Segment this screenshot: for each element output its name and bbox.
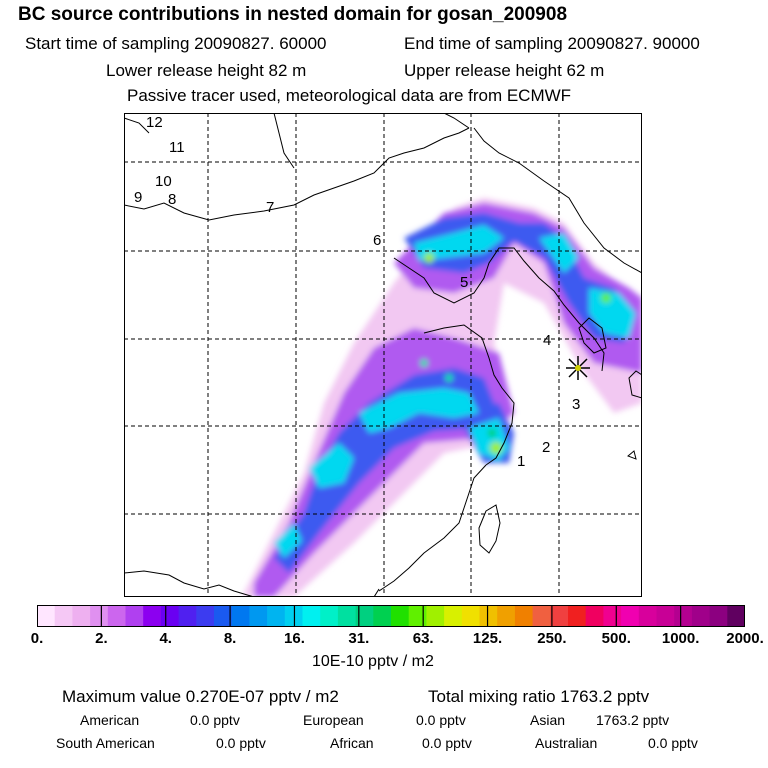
- colorbar-swatch: [90, 605, 109, 627]
- colorbar-swatch: [373, 605, 392, 627]
- australian-value: 0.0 pptv: [648, 735, 698, 751]
- maximum-value: Maximum value 0.270E-07 pptv / m2: [62, 687, 339, 706]
- colorbar-swatch: [408, 605, 427, 627]
- colorbar-swatch: [568, 605, 587, 627]
- total-mixing-ratio: Total mixing ratio 1763.2 pptv: [428, 687, 650, 706]
- colorbar-swatch: [267, 605, 286, 627]
- colorbar-swatch: [320, 605, 339, 627]
- colorbar-tick-label: 63.: [412, 630, 434, 647]
- plume-layer: [244, 198, 642, 597]
- start-time: Start time of sampling 20090827. 60000: [25, 34, 327, 53]
- colorbar-swatch: [621, 605, 640, 627]
- colorbar-swatch: [54, 605, 73, 627]
- end-time: End time of sampling 20090827. 90000: [404, 34, 700, 53]
- colorbar-swatch: [550, 605, 569, 627]
- colorbar-swatch: [497, 605, 516, 627]
- map-label-8: 8: [168, 191, 176, 208]
- page-title: BC source contributions in nested domain…: [18, 4, 568, 25]
- colorbar-swatch: [355, 605, 374, 627]
- map-label-1: 1: [517, 453, 525, 470]
- asian-label: Asian: [530, 712, 566, 728]
- south-american-label: South American: [56, 735, 155, 751]
- grid-lines: [124, 113, 642, 597]
- colorbar-swatch: [231, 605, 250, 627]
- european-value: 0.0 pptv: [416, 712, 466, 728]
- colorbar-swatch: [196, 605, 215, 627]
- map-label-9: 9: [134, 189, 142, 206]
- colorbar-swatch: [727, 605, 745, 627]
- colorbar-swatch: [107, 605, 126, 627]
- colorbar-swatch: [461, 605, 480, 627]
- colorbar-tick-label: 2.: [95, 630, 108, 647]
- colorbar-swatch: [514, 605, 534, 627]
- map-label-5: 5: [460, 274, 468, 291]
- colorbar-tick-label: 500.: [601, 630, 631, 647]
- star-marker-icon: [566, 356, 590, 380]
- colorbar-swatch: [444, 605, 463, 627]
- colorbar-swatch: [214, 605, 233, 627]
- colorbar-swatch: [37, 605, 56, 627]
- colorbar-tick-label: 31.: [348, 630, 370, 647]
- colorbar-swatch: [426, 605, 445, 627]
- colorbar-swatch: [532, 605, 551, 627]
- colorbar-swatch: [674, 605, 693, 627]
- colorbar-swatch: [249, 605, 268, 627]
- colorbar-tick-label: 8.: [223, 630, 237, 647]
- colorbar-tick-label: 0.: [30, 630, 44, 647]
- colorbar-swatch: [178, 605, 197, 627]
- tracer-note: Passive tracer used, meteorological data…: [127, 86, 572, 105]
- map-label-6: 6: [373, 232, 381, 249]
- map-label-12: 12: [146, 114, 163, 131]
- colorbar-swatch: [709, 605, 728, 627]
- map-label-2: 2: [542, 439, 550, 456]
- colorbar-swatch: [585, 605, 604, 627]
- colorbar-swatch: [603, 605, 622, 627]
- south-american-value: 0.0 pptv: [216, 735, 266, 751]
- colorbar: [37, 605, 745, 627]
- australian-label: Australian: [535, 735, 598, 751]
- colorbar-swatch: [160, 605, 180, 627]
- american-label: American: [80, 712, 140, 728]
- colorbar-swatch: [72, 605, 91, 627]
- concentration-map: 1 2 3 4 5 6 7 8 9 10 11 12: [124, 113, 642, 597]
- european-label: European: [303, 712, 364, 728]
- colorbar-swatch: [691, 605, 711, 627]
- colorbar-swatch: [337, 605, 357, 627]
- african-label: African: [330, 735, 374, 751]
- colorbar-tick-label: 16.: [284, 630, 305, 647]
- colorbar-swatch: [302, 605, 321, 627]
- map-label-3: 3: [572, 396, 580, 413]
- colorbar-swatch: [391, 605, 410, 627]
- colorbar-frame: [37, 605, 745, 627]
- colorbar-swatch: [479, 605, 498, 627]
- colorbar-tick-label: 4.: [159, 630, 172, 647]
- colorbar-swatch: [656, 605, 675, 627]
- upper-release-height: Upper release height 62 m: [404, 61, 605, 80]
- map-label-10: 10: [155, 173, 172, 190]
- colorbar-swatch: [638, 605, 657, 627]
- map-label-7: 7: [266, 199, 274, 216]
- map-label-4: 4: [543, 332, 551, 349]
- colorbar-tick-label: 2000.: [726, 630, 764, 647]
- map-label-11: 11: [169, 139, 185, 156]
- colorbar-tick-label: 125.: [472, 630, 503, 647]
- african-value: 0.0 pptv: [422, 735, 472, 751]
- colorbar-tick-label: 250.: [537, 630, 567, 647]
- asian-value: 1763.2 pptv: [596, 712, 670, 728]
- lower-release-height: Lower release height 82 m: [106, 61, 307, 80]
- colorbar-swatch: [143, 605, 162, 627]
- colorbar-unit: 10E-10 pptv / m2: [312, 653, 434, 670]
- american-value: 0.0 pptv: [190, 712, 240, 728]
- colorbar-tick-label: 1000.: [661, 630, 700, 647]
- colorbar-swatch: [125, 605, 144, 627]
